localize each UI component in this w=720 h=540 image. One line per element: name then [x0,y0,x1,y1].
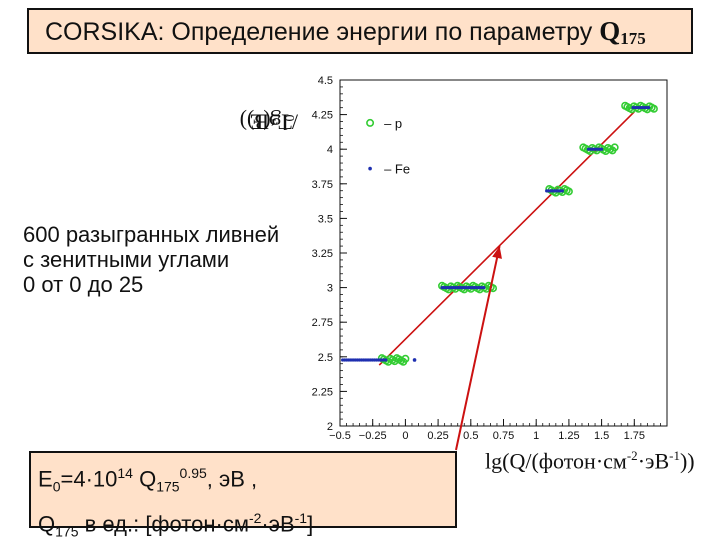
x-tick-label: 1.5 [594,430,609,442]
title-parameter: Q175 [599,16,646,48]
page-title: CORSIKA: Определение энергии по параметр… [27,8,693,54]
y-tick-label: 2 [327,421,333,433]
p-point [564,187,573,196]
annotation-arrow [455,245,501,451]
p-point [649,104,658,113]
y-tick-label: 4.5 [318,75,333,87]
y-tick-label: 4 [327,144,333,156]
y-tick-label: 2.25 [312,386,333,398]
x-tick-label: 0.25 [427,430,448,442]
p-point [610,143,619,152]
fe-point [560,189,564,193]
legend-p-label: – p [384,116,402,131]
description-line-3: 0 от 0 до 25 [23,272,144,297]
y-tick-label: 2.75 [312,317,333,329]
legend: – p – Fe [366,116,410,177]
legend-p-marker [366,118,375,127]
fe-point [412,358,417,362]
axis-ticks: −0.5 −0.25 0 0.25 0.5 0.75 1 1.25 1.5 1.75 2 2.25 2.… [312,75,668,442]
x-tick-label: 1.75 [624,430,645,442]
y-tick-label: 3.5 [318,213,333,225]
x-tick-label: 0.5 [463,430,478,442]
description-line-2: с зенитными углами [23,247,230,272]
title-text: CORSIKA: Определение энергии по параметр… [45,18,600,46]
formula-units-line: Q175 в ед.: [фотон·см-2·эВ-1] [38,509,314,540]
x-tick-label: −0.25 [359,430,387,442]
shower-description: 600 разыгранных ливней с зенитными углам… [23,222,279,297]
y-tick-label: 3 [327,283,333,295]
x-tick-label: 1.25 [558,430,579,442]
y-tick-label: 4.25 [312,110,333,122]
y-tick-label: 3.75 [312,179,333,191]
chart-frame [339,79,668,427]
fe-point [384,358,388,362]
x-tick-label: 0 [402,430,408,442]
x-axis-label: lg(Q/(фотон·см-2·эВ-1)) [485,448,695,474]
annotation-arrow-head [492,246,502,259]
y-tick-label: 3.25 [312,248,333,260]
points-layer [341,101,658,366]
p-point [401,354,410,363]
x-tick-label: −0.5 [329,430,351,442]
description-line-1: 600 разыгранных ливней [23,222,280,247]
fe-point [482,286,486,290]
plot-area-frame [339,79,668,427]
energy-formula: E0=4·1014 Q1750.95, эВ , Q175 в ед.: [фо… [29,451,457,539]
annotation-arrow-layer [455,245,502,451]
x-tick-label: 1 [533,430,539,442]
formula-energy-line: E0=4·1014 Q1750.95, эВ , [38,465,258,495]
y-tick-label: 2.5 [318,352,333,364]
fe-point [647,105,651,110]
legend-fe-label: – Fe [384,162,410,177]
legend-fe-marker [368,166,372,171]
x-tick-label: 0.75 [493,430,514,442]
fe-point [600,147,604,151]
